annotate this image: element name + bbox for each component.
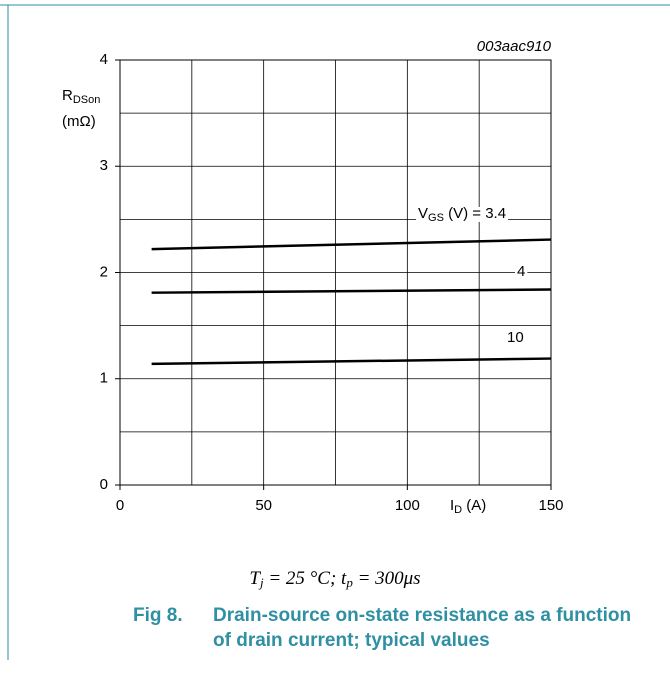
condition-part: j (258, 575, 264, 590)
x-axis-label-part: D (454, 504, 462, 516)
series-label: 10 (507, 329, 524, 346)
y-axis-label-part: R (62, 87, 73, 104)
y-tick-label: 1 (100, 370, 108, 387)
series-label-part: GS (428, 212, 444, 224)
figure-number: Fig 8. (133, 605, 183, 626)
label-bg (416, 206, 509, 222)
y-axis-label-part: DSon (73, 94, 101, 106)
x-axis-label: ID (A) (450, 497, 486, 516)
series-label-part: 3.4 (485, 205, 506, 222)
y-tick-label: 0 (100, 476, 108, 493)
condition-part: = 25 °C; t (264, 568, 347, 589)
y-axis-label: RDSon (62, 87, 100, 106)
condition: Tj = 25 °C; tp = 300μs (249, 568, 420, 590)
series-line (151, 288, 552, 294)
caption-line: Drain-source on-state resistance as a fu… (213, 605, 631, 626)
series-line (151, 357, 552, 366)
x-axis-label-part: I (450, 497, 454, 514)
condition-part: T (249, 568, 261, 589)
y-tick-label: 2 (100, 263, 108, 280)
y-tick-label: 3 (100, 157, 108, 174)
series-line (151, 238, 552, 251)
x-tick-label: 50 (255, 497, 272, 514)
y-tick-label: 4 (100, 51, 108, 68)
condition-part: p (345, 575, 353, 590)
x-axis-label-part: (A) (462, 497, 486, 514)
series-label: 4 (517, 263, 525, 280)
series-label: VGS (V) = 3.4 (418, 205, 506, 224)
y-axis-unit: (mΩ) (62, 113, 96, 130)
x-tick-label: 0 (116, 497, 124, 514)
label-bg (515, 264, 528, 278)
caption-line: of drain current; typical values (213, 630, 490, 651)
chart-code: 003aac910 (477, 38, 552, 55)
x-tick-label: 150 (538, 497, 563, 514)
series-label-part: V (418, 205, 428, 222)
condition-part: = 300μs (353, 568, 421, 589)
series-label-part: (V) = (444, 205, 485, 222)
x-tick-label: 100 (395, 497, 420, 514)
